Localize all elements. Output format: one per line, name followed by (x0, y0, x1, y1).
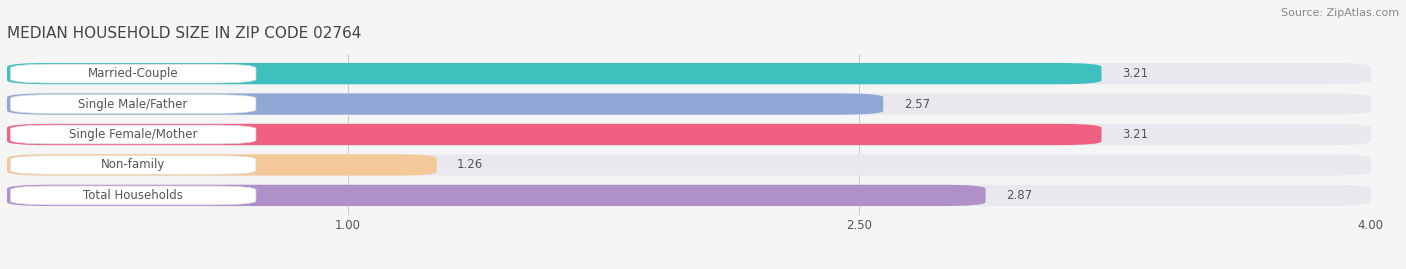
Text: Married-Couple: Married-Couple (87, 67, 179, 80)
FancyBboxPatch shape (7, 93, 1371, 115)
Text: Source: ZipAtlas.com: Source: ZipAtlas.com (1281, 8, 1399, 18)
FancyBboxPatch shape (7, 154, 437, 176)
FancyBboxPatch shape (10, 95, 256, 114)
FancyBboxPatch shape (7, 185, 1371, 206)
FancyBboxPatch shape (7, 93, 883, 115)
Text: 1.26: 1.26 (457, 158, 484, 171)
Text: 3.21: 3.21 (1122, 67, 1149, 80)
FancyBboxPatch shape (7, 124, 1371, 145)
FancyBboxPatch shape (10, 155, 256, 174)
FancyBboxPatch shape (7, 185, 986, 206)
FancyBboxPatch shape (10, 125, 256, 144)
FancyBboxPatch shape (7, 63, 1371, 84)
Text: Total Households: Total Households (83, 189, 183, 202)
FancyBboxPatch shape (7, 124, 1101, 145)
Text: Non-family: Non-family (101, 158, 166, 171)
Text: 3.21: 3.21 (1122, 128, 1149, 141)
Text: Single Female/Mother: Single Female/Mother (69, 128, 197, 141)
Text: Single Male/Father: Single Male/Father (79, 98, 188, 111)
FancyBboxPatch shape (7, 154, 1371, 176)
Text: MEDIAN HOUSEHOLD SIZE IN ZIP CODE 02764: MEDIAN HOUSEHOLD SIZE IN ZIP CODE 02764 (7, 26, 361, 41)
Text: 2.87: 2.87 (1007, 189, 1032, 202)
FancyBboxPatch shape (10, 186, 256, 205)
Text: 2.57: 2.57 (904, 98, 929, 111)
FancyBboxPatch shape (10, 64, 256, 83)
FancyBboxPatch shape (7, 63, 1101, 84)
